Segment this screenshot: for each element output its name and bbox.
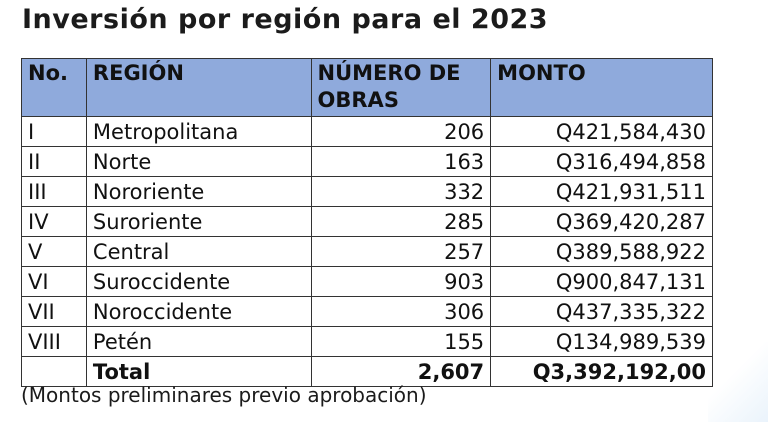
cell-no: IV — [21, 206, 87, 237]
cell-monto: Q421,931,511 — [490, 176, 713, 207]
header-monto: MONTO — [490, 58, 713, 117]
header-no: No. — [21, 58, 87, 117]
header-region: REGIÓN — [85, 58, 312, 117]
cell-obras: 285 — [310, 206, 492, 237]
cell-obras: 163 — [310, 146, 492, 177]
cell-no-empty — [21, 356, 87, 387]
table-row: I Metropolitana 206 Q421,584,430 — [21, 116, 713, 147]
cell-monto: Q389,588,922 — [490, 236, 713, 267]
cell-no: VII — [21, 296, 87, 327]
table-total-row: Total 2,607 Q3,392,192,00 — [21, 356, 713, 387]
total-obras: 2,607 — [310, 356, 492, 387]
page-title: Inversión por región para el 2023 — [22, 4, 549, 35]
cell-obras: 206 — [310, 116, 492, 147]
table-row: V Central 257 Q389,588,922 — [21, 236, 713, 267]
cell-monto: Q900,847,131 — [490, 266, 713, 297]
cell-obras: 903 — [310, 266, 492, 297]
cell-no: V — [21, 236, 87, 267]
cell-monto: Q316,494,858 — [490, 146, 713, 177]
cell-monto: Q134,989,539 — [490, 326, 713, 357]
investment-table: No. REGIÓN NÚMERO DE OBRAS MONTO I Metro… — [21, 58, 713, 387]
table-row: VI Suroccidente 903 Q900,847,131 — [21, 266, 713, 297]
cell-region: Petén — [85, 326, 312, 357]
cell-no: II — [21, 146, 87, 177]
cell-no: III — [21, 176, 87, 207]
cell-obras: 332 — [310, 176, 492, 207]
footnote: (Montos preliminares previo aprobación) — [21, 383, 427, 407]
cell-no: I — [21, 116, 87, 147]
cell-region: Central — [85, 236, 312, 267]
cell-region: Metropolitana — [85, 116, 312, 147]
table-header-row: No. REGIÓN NÚMERO DE OBRAS MONTO — [21, 58, 713, 117]
cell-monto: Q437,335,322 — [490, 296, 713, 327]
cell-obras: 306 — [310, 296, 492, 327]
table-row: IV Suroriente 285 Q369,420,287 — [21, 206, 713, 237]
cell-region: Suroccidente — [85, 266, 312, 297]
table-row: VIII Petén 155 Q134,989,539 — [21, 326, 713, 357]
cell-region: Norte — [85, 146, 312, 177]
total-monto: Q3,392,192,00 — [490, 356, 713, 387]
cell-region: Nororiente — [85, 176, 312, 207]
cell-monto: Q369,420,287 — [490, 206, 713, 237]
table-row: VII Noroccidente 306 Q437,335,322 — [21, 296, 713, 327]
background-decoration — [708, 342, 768, 422]
table-row: III Nororiente 332 Q421,931,511 — [21, 176, 713, 207]
cell-no: VI — [21, 266, 87, 297]
cell-region: Suroriente — [85, 206, 312, 237]
cell-obras: 155 — [310, 326, 492, 357]
cell-no: VIII — [21, 326, 87, 357]
total-label: Total — [85, 356, 312, 387]
cell-obras: 257 — [310, 236, 492, 267]
cell-region: Noroccidente — [85, 296, 312, 327]
header-obras: NÚMERO DE OBRAS — [310, 58, 492, 117]
table-row: II Norte 163 Q316,494,858 — [21, 146, 713, 177]
cell-monto: Q421,584,430 — [490, 116, 713, 147]
